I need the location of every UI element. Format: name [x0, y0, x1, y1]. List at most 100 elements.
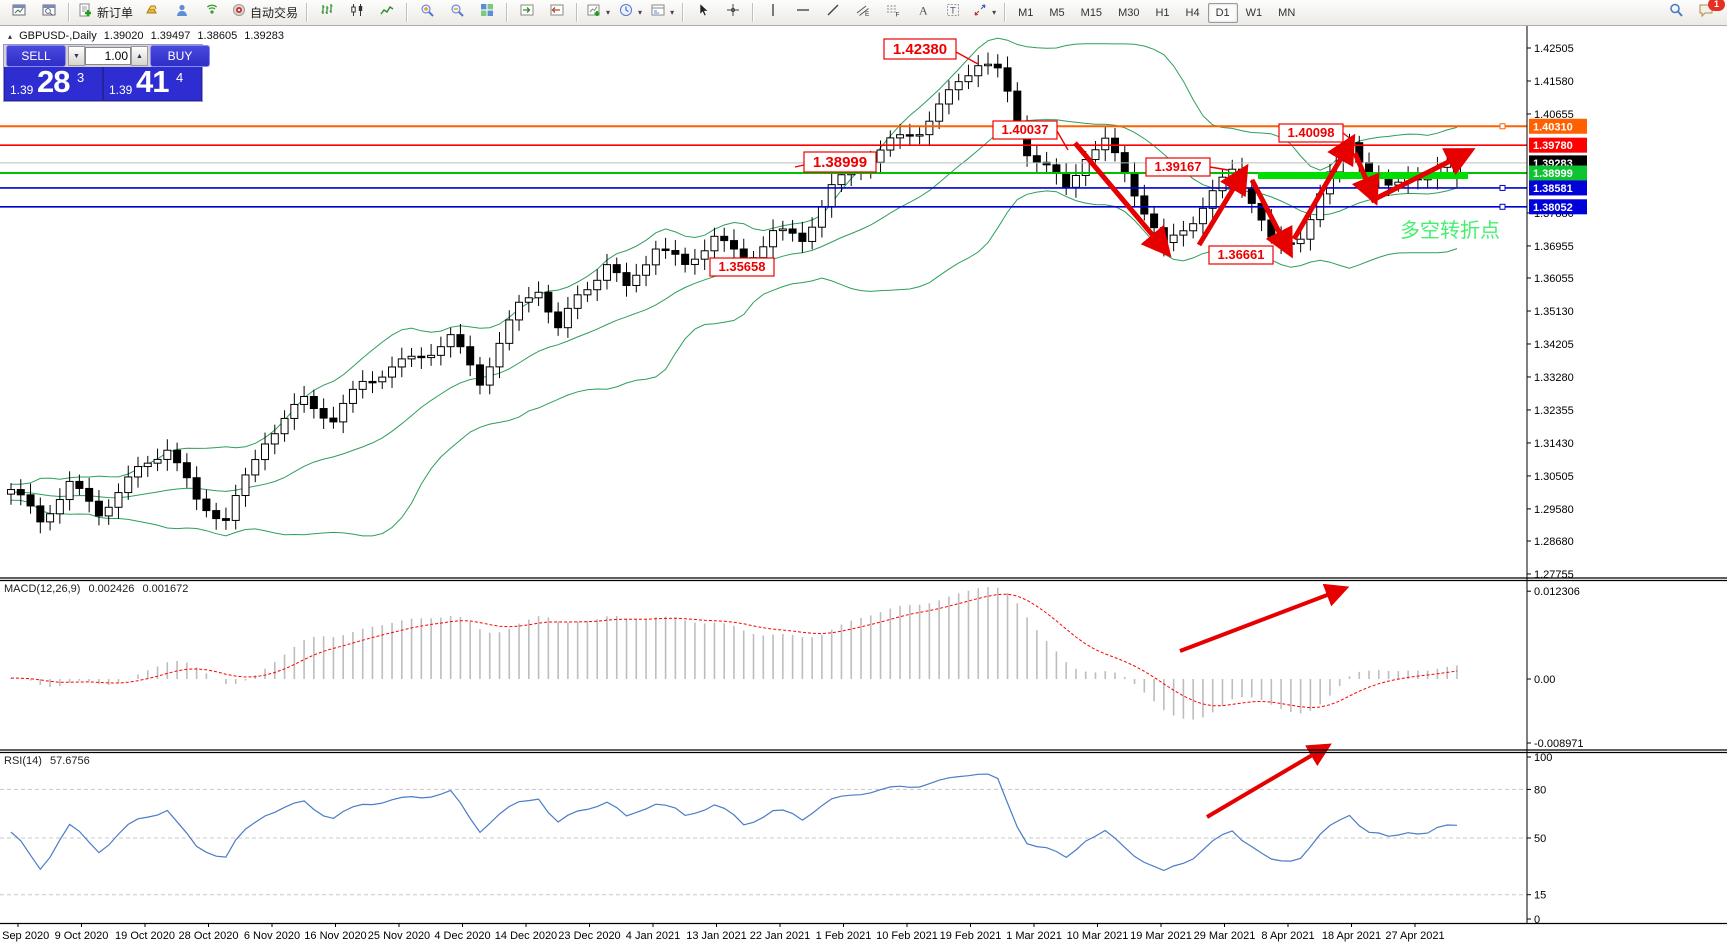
svg-text:T: T: [950, 6, 956, 17]
search-button[interactable]: [1662, 1, 1690, 25]
bar-chart-icon: [319, 2, 335, 23]
sell-button[interactable]: SELL: [6, 45, 66, 67]
timeframe-toolbar: M1 M5 M15 M30 H1 H4 D1 W1 MN: [1010, 2, 1303, 23]
tab-timeframe-w1[interactable]: W1: [1245, 6, 1263, 19]
svg-text:1.38999: 1.38999: [813, 154, 867, 171]
toolbar-line-chart-button[interactable]: [373, 1, 401, 25]
svg-text:19 Feb 2021: 19 Feb 2021: [940, 930, 1002, 942]
macd-value-2: 0.001672: [142, 583, 189, 595]
new-indicator-icon: [586, 2, 602, 23]
toolbar-horizontal-line-button[interactable]: [789, 1, 817, 25]
toolbar-tile-windows-button[interactable]: [473, 1, 501, 25]
svg-text:1.41580: 1.41580: [1534, 76, 1574, 88]
chart-marker-icon: ▴: [8, 32, 13, 41]
price-axis[interactable]: 1.425051.415801.406551.378801.369551.360…: [1527, 43, 1587, 926]
chevron-down-icon[interactable]: ▾: [670, 8, 675, 17]
tab-timeframe-mn[interactable]: MN: [1278, 6, 1296, 19]
crosshair-icon: [725, 2, 741, 23]
svg-text:28 Oct 2020: 28 Oct 2020: [179, 930, 239, 942]
toolbar-arrows-button[interactable]: ▾: [969, 1, 999, 25]
date-axis[interactable]: 30 Sep 2020 9 Oct 2020 19 Oct 2020 28 Oct 2…: [0, 924, 1445, 942]
tab-timeframe-h4[interactable]: H4: [1185, 6, 1200, 19]
sell-price-prefix: 1.39: [10, 83, 34, 97]
svg-text:22 Jan 2021: 22 Jan 2021: [750, 930, 811, 942]
line-chart-icon: [379, 2, 395, 23]
buy-price-display[interactable]: 1.39 41 4: [104, 64, 201, 100]
chevron-down-icon[interactable]: ▾: [638, 8, 643, 17]
toolbar-zoom-out-button[interactable]: [443, 1, 471, 25]
toolbar-candle-chart-button[interactable]: [343, 1, 371, 25]
sell-price-display[interactable]: 1.39 28 3: [5, 64, 102, 100]
toolbar-templates-button[interactable]: ▾: [647, 1, 677, 25]
rsi-title: RSI(14): [4, 755, 42, 767]
toolbar-chart-window-button[interactable]: [5, 1, 33, 25]
svg-text:1.29580: 1.29580: [1534, 504, 1574, 516]
svg-text:1.40310: 1.40310: [1533, 121, 1573, 133]
toolbar-text-label-button[interactable]: T: [939, 1, 967, 25]
toolbar-community-button[interactable]: [168, 1, 196, 25]
svg-text:A: A: [919, 4, 928, 18]
tab-timeframe-d1[interactable]: D1: [1207, 2, 1238, 23]
toolbar-bar-chart-button[interactable]: [313, 1, 341, 25]
signal-icon: [204, 2, 220, 23]
tab-timeframe-m5[interactable]: M5: [1049, 6, 1065, 19]
annotation-arrows: [1073, 133, 1476, 819]
tab-timeframe-m1[interactable]: M1: [1018, 6, 1034, 19]
symbol-ohlc-line: ▴ GBPUSD-,Daily 1.39020 1.39497 1.38605 …: [8, 30, 288, 42]
chevron-down-icon[interactable]: ▾: [606, 8, 611, 17]
volume-decrease-button[interactable]: ▼: [68, 46, 85, 66]
arrows-icon: [972, 2, 988, 23]
svg-text:13 Jan 2021: 13 Jan 2021: [686, 930, 747, 942]
toolbar-periods-button[interactable]: ▾: [615, 1, 645, 25]
toolbar-gold-button[interactable]: [138, 1, 166, 25]
svg-text:4 Jan 2021: 4 Jan 2021: [626, 930, 680, 942]
toolbar-new-order-button[interactable]: 新订单: [75, 1, 136, 25]
svg-text:1 Feb 2021: 1 Feb 2021: [816, 930, 872, 942]
chart-shift-icon: [549, 2, 565, 23]
svg-text:1.35658: 1.35658: [719, 259, 766, 274]
svg-text:1.36955: 1.36955: [1534, 241, 1574, 253]
svg-text:1.28680: 1.28680: [1534, 536, 1574, 548]
text-icon: A: [915, 2, 931, 23]
tab-timeframe-m15[interactable]: M15: [1080, 6, 1103, 19]
tile-windows-icon: [479, 2, 495, 23]
volume-input[interactable]: [85, 47, 131, 65]
toolbar-trendline-button[interactable]: [819, 1, 847, 25]
text-label-icon: T: [945, 2, 961, 23]
svg-text:1.40098: 1.40098: [1288, 125, 1335, 140]
rsi-header: RSI(14) 57.6756: [4, 755, 90, 767]
toolbar-cursor-button[interactable]: [689, 1, 717, 25]
autotrade-label: 自动交易: [250, 6, 299, 20]
svg-text:19 Mar 2021: 19 Mar 2021: [1130, 930, 1192, 942]
chat-button[interactable]: 1: [1692, 0, 1725, 25]
tab-timeframe-h1[interactable]: H1: [1155, 6, 1170, 19]
toolbar-items: 新订单 自动交易 ▾ ▾ ▾ E F A T ▾: [4, 1, 1010, 25]
templates-icon: [650, 2, 666, 23]
cursor-icon: [695, 2, 711, 23]
toolbar-auto-scroll-button[interactable]: [513, 1, 541, 25]
toolbar-fibonacci-button[interactable]: F: [879, 1, 907, 25]
toolbar-equidistant-channel-button[interactable]: E: [849, 1, 877, 25]
toolbar-crosshair-button[interactable]: [719, 1, 747, 25]
svg-text:0.012306: 0.012306: [1534, 586, 1580, 598]
volume-increase-button[interactable]: ▲: [131, 46, 148, 66]
trendline-icon: [825, 2, 841, 23]
sell-price-pips: 28: [37, 64, 70, 99]
equidistant-channel-icon: E: [855, 2, 871, 23]
toolbar-separator: [406, 3, 409, 22]
toolbar-zoom-in-button[interactable]: [413, 1, 441, 25]
chevron-down-icon[interactable]: ▾: [992, 8, 997, 17]
toolbar-chart-shift-button[interactable]: [543, 1, 571, 25]
tab-timeframe-m30[interactable]: M30: [1118, 6, 1140, 19]
toolbar-vertical-line-button[interactable]: [759, 1, 787, 25]
svg-text:6 Nov 2020: 6 Nov 2020: [244, 930, 300, 942]
toolbar-autotrade-button[interactable]: 自动交易: [228, 1, 301, 25]
toolbar-signal-button[interactable]: [198, 1, 226, 25]
sell-price-point: 3: [77, 70, 85, 85]
toolbar-new-indicator-button[interactable]: ▾: [583, 1, 613, 25]
buy-button[interactable]: BUY: [150, 45, 210, 67]
toolbar-data-window-button[interactable]: [35, 1, 63, 25]
toolbar-text-button[interactable]: A: [909, 1, 937, 25]
svg-text:1.30505: 1.30505: [1534, 471, 1574, 483]
